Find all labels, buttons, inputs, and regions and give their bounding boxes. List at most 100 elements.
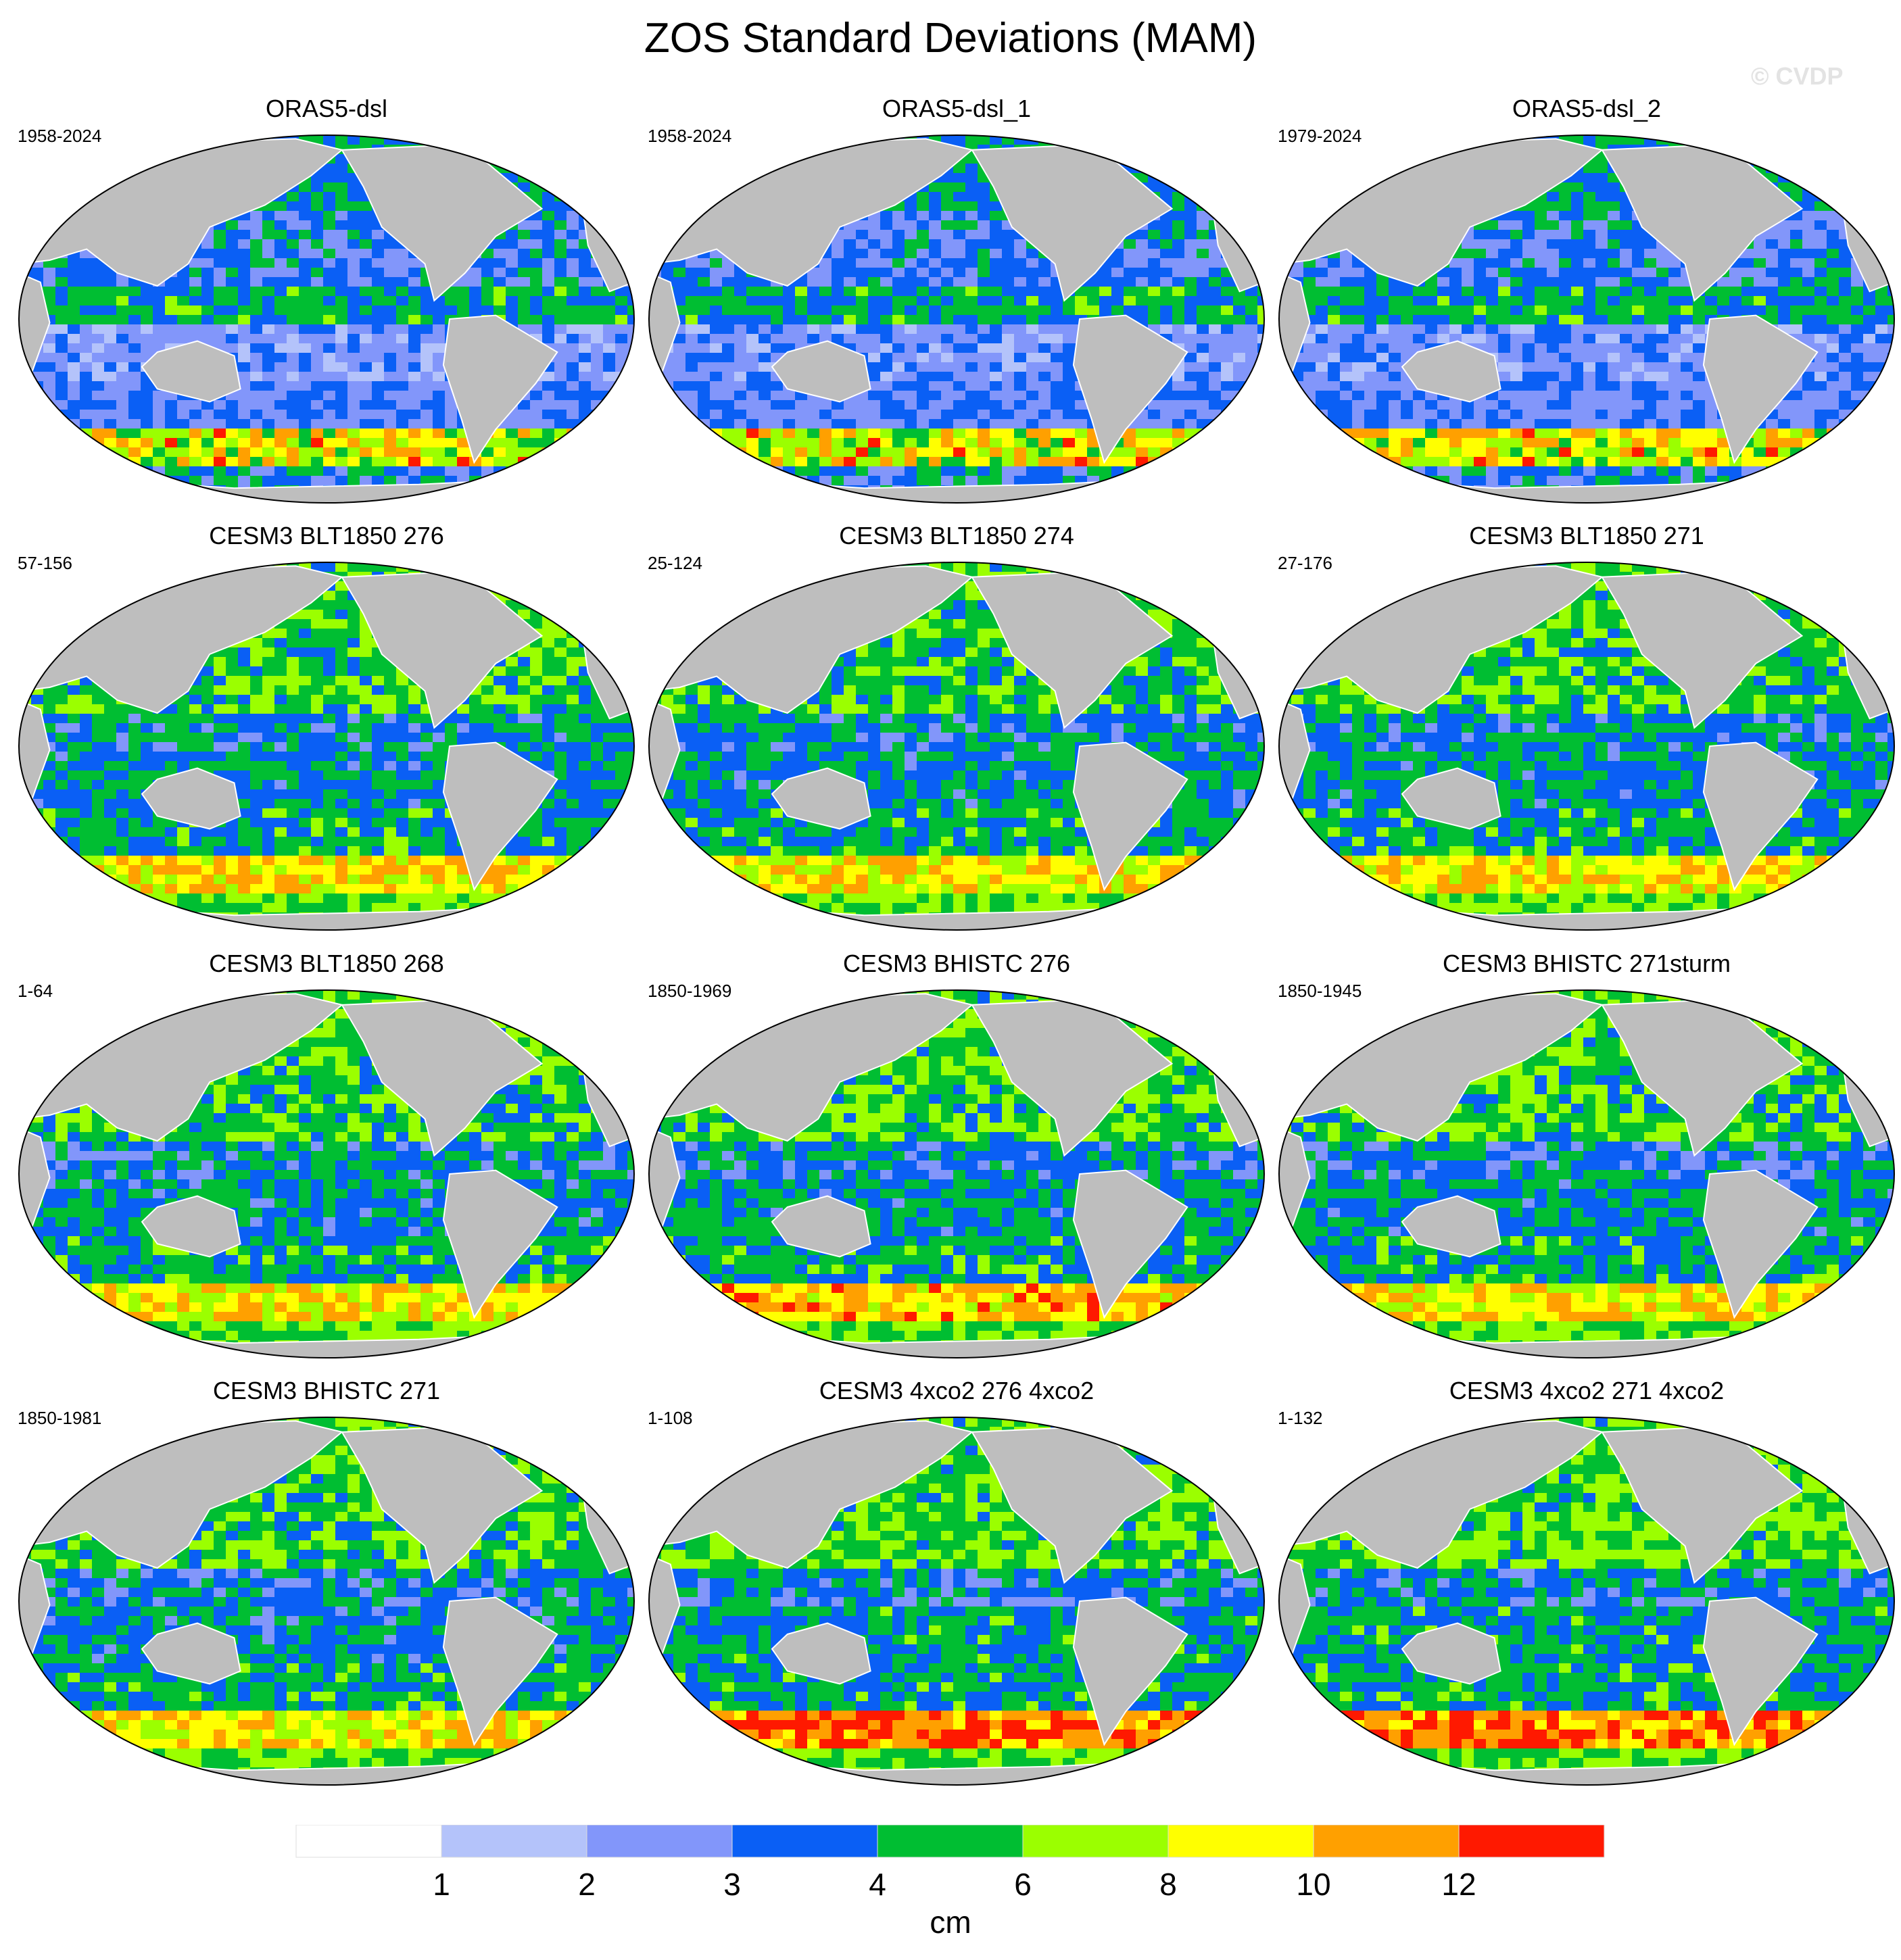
map-panel: CESM3 BHISTC 276 1850-1969	[642, 950, 1271, 1375]
panel-title: CESM3 BHISTC 276	[642, 950, 1271, 978]
panel-title: CESM3 BHISTC 271sturm	[1272, 950, 1901, 978]
map-outline	[1278, 134, 1895, 504]
landmass	[341, 143, 544, 302]
panel-title: CESM3 BLT1850 276	[12, 522, 641, 550]
colorbar-tick-label: 12	[1441, 1867, 1476, 1902]
map-panel: CESM3 BLT1850 268 1-64	[12, 950, 641, 1375]
panel-title: ORAS5-dsl	[12, 95, 641, 123]
panel-period: 1-64	[18, 981, 53, 1001]
panel-period: 1958-2024	[648, 126, 731, 146]
panel-period: 1850-1981	[18, 1408, 101, 1428]
colorbar-tick-label: 4	[869, 1867, 886, 1902]
map-field	[18, 562, 635, 931]
landmass	[19, 1554, 51, 1667]
landmass	[1072, 314, 1188, 464]
map-panel: ORAS5-dsl_2 1979-2024	[1272, 95, 1901, 520]
map-field	[1278, 1417, 1895, 1786]
map-panel: CESM3 BLT1850 276 57-156	[12, 522, 641, 948]
colorbar-swatch	[586, 1825, 733, 1858]
panel-title: ORAS5-dsl_1	[642, 95, 1271, 123]
colorbar-swatch	[1022, 1825, 1169, 1858]
landmass	[1401, 340, 1501, 403]
colorbar-tick-label: 10	[1296, 1867, 1330, 1902]
map-panel: CESM3 4xco2 276 4xco2 1-108	[642, 1377, 1271, 1803]
landmass	[1279, 1554, 1311, 1667]
landmass	[771, 340, 871, 403]
landmass	[141, 767, 241, 830]
landmass	[442, 1596, 558, 1746]
landmass	[771, 767, 871, 830]
landmass	[771, 1622, 871, 1685]
landmass	[1601, 1425, 1804, 1584]
landmass	[1601, 998, 1804, 1157]
panel-title: CESM3 4xco2 271 4xco2	[1272, 1377, 1901, 1405]
colorbar-tick-label: 2	[578, 1867, 596, 1902]
landmass	[341, 998, 544, 1157]
landmass	[649, 699, 681, 812]
landmass	[1702, 314, 1819, 464]
map-outline	[1278, 1417, 1895, 1786]
landmass	[649, 1554, 681, 1667]
map-field	[648, 989, 1265, 1358]
map-panel: CESM3 BHISTC 271 1850-1981	[12, 1377, 641, 1803]
panel-period: 1958-2024	[18, 126, 101, 146]
panel-title: CESM3 BHISTC 271	[12, 1377, 641, 1405]
map-panel: CESM3 BLT1850 271 27-176	[1272, 522, 1901, 948]
landmass	[442, 1169, 558, 1319]
colorbar-swatch	[1168, 1825, 1314, 1858]
landmass	[1702, 741, 1819, 891]
landmass	[971, 998, 1174, 1157]
panel-title: CESM3 4xco2 276 4xco2	[642, 1377, 1271, 1405]
colorbar-tick-label: 8	[1159, 1867, 1177, 1902]
map-panel: CESM3 4xco2 271 4xco2 1-132	[1272, 1377, 1901, 1803]
map-outline	[18, 1417, 635, 1786]
landmass	[19, 272, 51, 385]
panel-period: 27-176	[1278, 553, 1332, 573]
panel-period: 1-132	[1278, 1408, 1323, 1428]
colorbar-swatch	[295, 1825, 442, 1858]
panel-title: ORAS5-dsl_2	[1272, 95, 1901, 123]
map-field	[18, 134, 635, 504]
landmass	[442, 314, 558, 464]
landmass	[971, 570, 1174, 729]
landmass	[1702, 1169, 1819, 1319]
landmass	[771, 1195, 871, 1258]
colorbar-swatch	[731, 1825, 878, 1858]
landmass	[971, 143, 1174, 302]
landmass	[1401, 1622, 1501, 1685]
landmass	[971, 1425, 1174, 1584]
map-outline	[648, 134, 1265, 504]
panel-title: CESM3 BLT1850 268	[12, 950, 641, 978]
landmass	[1279, 1127, 1311, 1240]
landmass	[1279, 699, 1311, 812]
panel-title: CESM3 BLT1850 271	[1272, 522, 1901, 550]
map-outline	[648, 989, 1265, 1358]
map-field	[1278, 989, 1895, 1358]
map-outline	[18, 562, 635, 931]
landmass	[1702, 1596, 1819, 1746]
landmass	[1072, 1169, 1188, 1319]
landmass	[1401, 767, 1501, 830]
map-panel: CESM3 BLT1850 274 25-124	[642, 522, 1271, 948]
map-field	[648, 1417, 1265, 1786]
ocean-field	[1279, 1417, 1894, 1785]
map-outline	[1278, 989, 1895, 1358]
landmass	[341, 1425, 544, 1584]
landmass	[141, 1195, 241, 1258]
panel-title: CESM3 BLT1850 274	[642, 522, 1271, 550]
colorbar-label: cm	[930, 1905, 971, 1940]
map-outline	[648, 562, 1265, 931]
colorbar-swatch	[1313, 1825, 1460, 1858]
map-field	[1278, 134, 1895, 504]
colorbar-swatch	[877, 1825, 1024, 1858]
colorbar-tick-label: 3	[723, 1867, 741, 1902]
panel-period: 1-108	[648, 1408, 693, 1428]
map-field	[18, 989, 635, 1358]
map-field	[1278, 562, 1895, 931]
colorbar-swatch	[1458, 1825, 1605, 1858]
map-outline	[18, 134, 635, 504]
chart-title: ZOS Standard Deviations (MAM)	[0, 15, 1901, 62]
map-field	[648, 134, 1265, 504]
landmass	[1279, 272, 1311, 385]
